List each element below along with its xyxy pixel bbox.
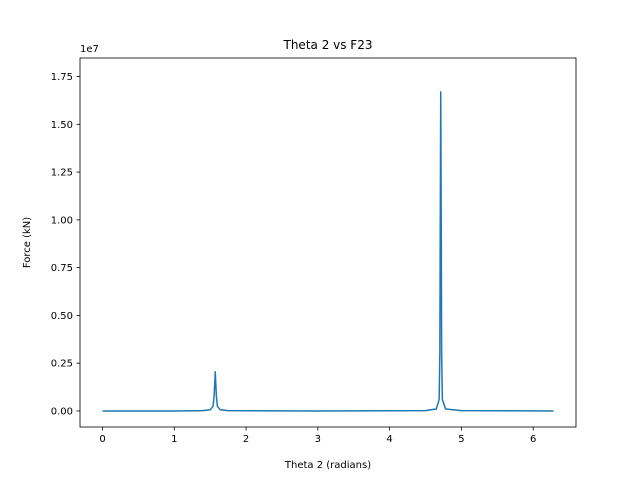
y-tick-label: 1.00 bbox=[51, 215, 73, 226]
x-tick-label: 4 bbox=[386, 434, 392, 445]
x-tick-label: 0 bbox=[99, 434, 105, 445]
y-tick-label: 0.50 bbox=[51, 311, 73, 322]
x-axis-label: Theta 2 (radians) bbox=[284, 460, 371, 471]
y-axis-label: Force (kN) bbox=[22, 217, 33, 268]
x-tick-label: 2 bbox=[243, 434, 249, 445]
plot-frame bbox=[79, 57, 577, 428]
chart-title: Theta 2 vs F23 bbox=[283, 38, 373, 52]
y-tick-label: 1.50 bbox=[51, 120, 73, 131]
x-tick-label: 3 bbox=[315, 434, 321, 445]
series-line-0 bbox=[102, 91, 554, 412]
y-tick-label: 1.25 bbox=[51, 168, 73, 179]
x-tick-label: 6 bbox=[530, 434, 536, 445]
x-tick-label: 5 bbox=[458, 434, 464, 445]
x-tick-label: 1 bbox=[171, 434, 177, 445]
series-layer bbox=[102, 91, 554, 412]
y-offset-label: 1e7 bbox=[80, 44, 99, 55]
y-tick-label: 0.00 bbox=[51, 406, 73, 417]
y-axis-ticks: 0.00 0.25 0.50 0.75 1.00 1.25 1.50 1.75 bbox=[51, 72, 80, 417]
x-axis-ticks: 0 1 2 3 4 5 6 bbox=[99, 427, 536, 445]
y-tick-label: 0.75 bbox=[51, 263, 73, 274]
y-tick-label: 0.25 bbox=[51, 359, 73, 370]
y-tick-label: 1.75 bbox=[51, 72, 73, 83]
